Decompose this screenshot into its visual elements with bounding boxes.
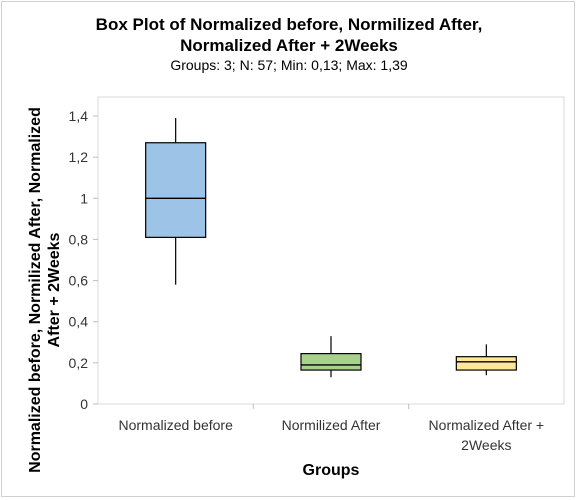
y-tick-label: 0 [80, 396, 88, 412]
x-category-label: Normilized After [282, 417, 381, 433]
y-tick-label: 0,6 [69, 273, 89, 289]
x-axis-label: Groups [303, 462, 360, 479]
y-tick-label: 0,8 [69, 231, 89, 247]
y-tick-label: 1 [80, 190, 88, 206]
chart-subtitle: Groups: 3; N: 57; Min: 0,13; Max: 1,39 [170, 57, 408, 73]
x-axis: Normalized before Normilized After Normali… [118, 404, 544, 453]
y-axis-label-line1: Normalized before, Normilized After, Nor… [27, 107, 44, 473]
x-category-label: Normalized before [118, 417, 233, 433]
box [300, 353, 362, 371]
boxes [145, 118, 517, 378]
y-tick-label: 0,4 [69, 314, 89, 330]
box-group [455, 344, 517, 376]
chart-title-line2: Normalized After + 2Weeks [180, 36, 398, 55]
box-group [145, 118, 207, 285]
box-group [300, 336, 362, 378]
y-axis: 0 0,2 0,4 0,6 0,8 1 1,2 1,4 [69, 108, 98, 412]
y-tick-label: 1,4 [69, 108, 89, 124]
y-axis-label-line2: After + 2Weeks [46, 232, 63, 347]
chart-title-line1: Box Plot of Normalized before, Normilize… [95, 15, 483, 34]
box [455, 356, 517, 371]
y-tick-label: 1,2 [69, 149, 89, 165]
box [145, 142, 207, 238]
y-tick-label: 0,2 [69, 355, 89, 371]
x-category-label: 2Weeks [461, 437, 511, 453]
x-category-label: Normalized After + [429, 417, 545, 433]
plot-area [97, 96, 565, 405]
